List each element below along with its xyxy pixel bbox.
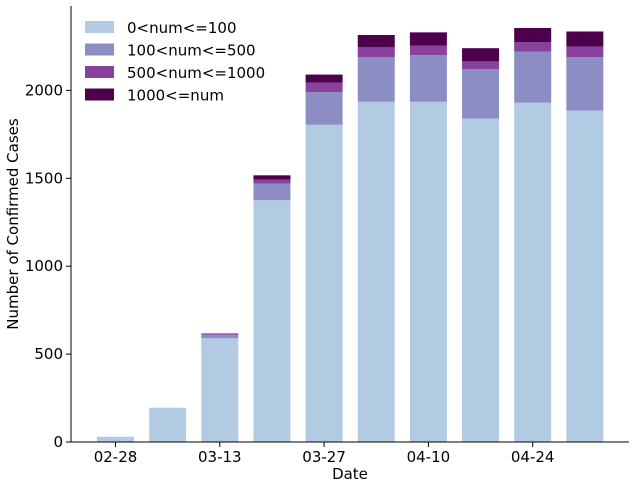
bar-segment-04-03-series-3 [357,35,395,48]
x-tick-label: 03-13 [198,448,242,466]
bar-segment-03-13-series-2 [201,333,239,335]
bar-segment-05-01-series-1 [566,56,604,111]
bar-segment-03-27-series-0 [305,124,343,443]
y-tick-label: 500 [34,345,63,363]
y-ticks-group: 0 500 1000 1500 2000 [25,81,71,451]
legend-swatch-1 [85,43,114,56]
bar-segment-04-03-series-0 [357,101,395,442]
legend-swatch-2 [85,66,114,78]
bar-segment-04-17-series-1 [462,69,500,119]
bar-segment-03-13-series-1 [201,334,239,339]
x-tick-label: 04-10 [407,448,451,466]
y-tick-label: 1500 [25,169,63,187]
bar-segment-04-03-series-1 [357,56,395,102]
bar-segment-03-06-series-0 [149,407,187,442]
bar-segment-04-17-series-3 [462,48,500,62]
bar-segment-04-17-series-2 [462,61,500,70]
bar-segment-04-24-series-0 [514,102,552,442]
x-axis-label: Date [332,465,368,483]
bar-segment-03-27-series-3 [305,74,343,83]
bar-segment-03-20-series-2 [253,179,291,184]
bars-group [97,27,604,443]
legend-label-1: 100<num<=500 [127,42,256,60]
y-tick-label: 0 [53,433,63,451]
x-tick-label: 02-28 [94,448,138,466]
x-tick-label: 03-27 [302,448,346,466]
bar-segment-04-03-series-2 [357,47,395,57]
bar-segment-04-10-series-1 [409,55,447,102]
y-axis-label: Number of Confirmed Cases [4,118,22,330]
bar-segment-04-10-series-0 [409,101,447,442]
bar-segment-05-01-series-3 [566,31,604,47]
legend-label-2: 500<num<=1000 [127,64,265,82]
bar-segment-05-01-series-2 [566,46,604,57]
bar-segment-03-27-series-2 [305,82,343,93]
x-ticks-group: 02-28 03-13 03-27 04-10 04-24 [94,442,555,466]
bar-segment-04-24-series-3 [514,27,552,43]
bar-segment-04-24-series-2 [514,42,552,52]
legend-swatch-3 [85,88,114,101]
bar-segment-04-10-series-2 [409,45,447,56]
bar-segment-04-10-series-3 [409,32,447,46]
legend-label-3: 1000<=num [127,87,224,105]
y-tick-label: 2000 [25,81,63,99]
bar-segment-03-27-series-1 [305,92,343,125]
legend-label-0: 0<num<=100 [127,19,237,37]
bar-segment-03-20-series-1 [253,183,291,201]
bar-segment-03-13-series-0 [201,338,239,442]
y-tick-label: 1000 [25,257,63,275]
x-tick-label: 04-24 [511,448,555,466]
bar-segment-04-24-series-1 [514,51,552,103]
bar-segment-02-28-series-0 [97,436,134,442]
bar-segment-03-20-series-3 [253,175,291,180]
bar-segment-05-01-series-0 [566,110,604,442]
bar-segment-04-17-series-0 [462,118,500,443]
bar-segment-03-20-series-0 [253,200,291,442]
legend: 0<num<=100 100<num<=500 500<num<=1000 1000<… [85,19,265,105]
legend-swatch-0 [85,21,114,33]
